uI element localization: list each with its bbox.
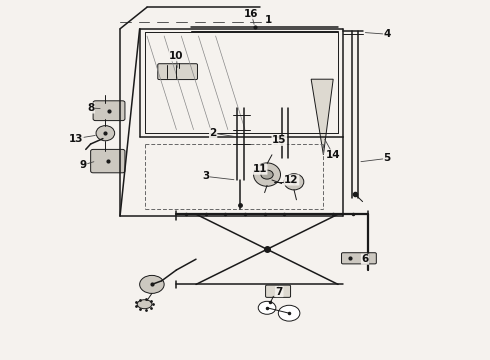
Text: 16: 16 [244, 9, 259, 19]
Text: 2: 2 [210, 128, 217, 138]
Ellipse shape [254, 163, 281, 186]
Text: 12: 12 [284, 175, 299, 185]
Text: 7: 7 [275, 287, 283, 297]
FancyBboxPatch shape [91, 149, 125, 173]
Text: 4: 4 [383, 29, 391, 39]
FancyBboxPatch shape [93, 101, 125, 121]
Text: 1: 1 [265, 15, 272, 25]
FancyBboxPatch shape [158, 64, 197, 80]
Text: 5: 5 [384, 153, 391, 163]
Polygon shape [311, 79, 333, 155]
Circle shape [258, 301, 276, 314]
Ellipse shape [284, 174, 304, 190]
Text: 14: 14 [326, 150, 341, 160]
Text: 9: 9 [80, 160, 87, 170]
Text: 6: 6 [362, 254, 368, 264]
FancyBboxPatch shape [342, 253, 376, 264]
Text: 8: 8 [87, 103, 94, 113]
Text: 11: 11 [252, 164, 267, 174]
Text: 13: 13 [69, 134, 83, 144]
Text: 3: 3 [202, 171, 209, 181]
Text: 15: 15 [272, 135, 287, 145]
Circle shape [140, 275, 164, 293]
Text: 10: 10 [169, 51, 184, 61]
Circle shape [278, 305, 300, 321]
FancyBboxPatch shape [266, 285, 291, 297]
Ellipse shape [261, 170, 273, 179]
Ellipse shape [96, 126, 115, 141]
Ellipse shape [137, 300, 152, 309]
